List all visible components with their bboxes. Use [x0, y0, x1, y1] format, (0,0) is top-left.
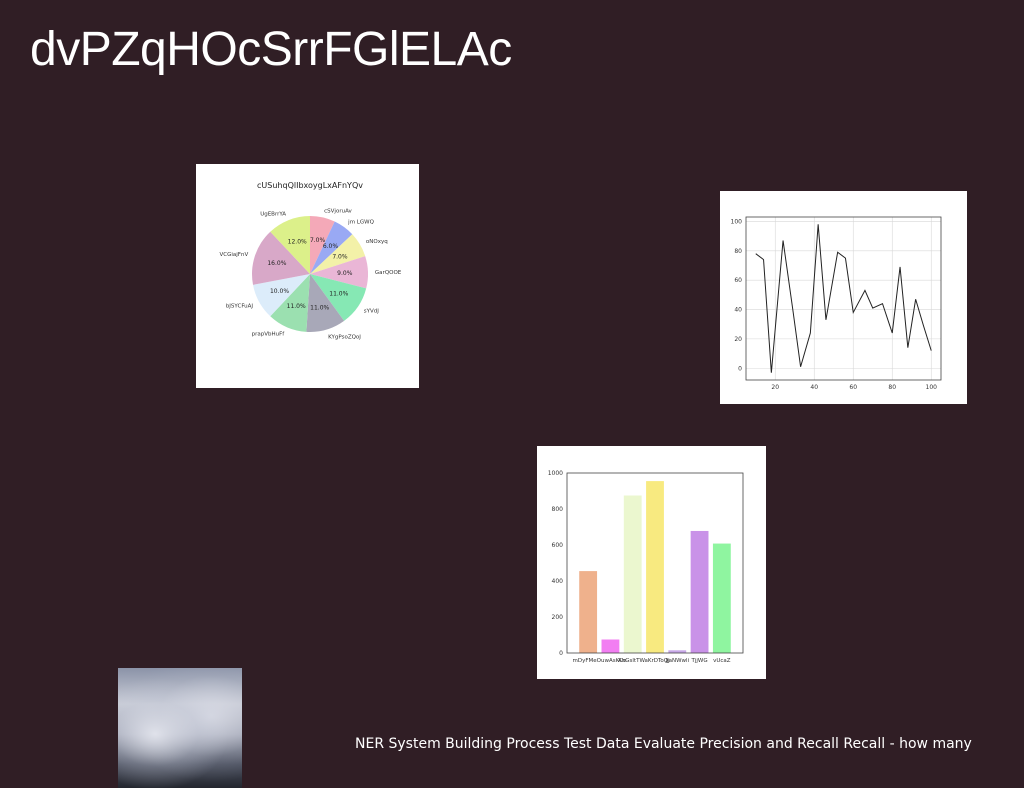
pie-chart: cUSuhqQlIbxoygLxAFnYQv 7.0%6.0%7.0%9.0%1… [220, 181, 402, 340]
bar [579, 571, 598, 653]
line-y-tick-label: 0 [738, 365, 742, 372]
pie-slice [310, 216, 335, 274]
line-y-tick-label: 40 [734, 307, 742, 314]
pie-slice-label: sYVdJ [364, 309, 379, 315]
pie-slice-label: GarQOOE [375, 270, 402, 276]
bar [623, 495, 642, 653]
bar-x-tick-label: JjaNWwli [664, 658, 689, 664]
pie-pct-label: 16.0% [267, 260, 286, 267]
pie-chart-panel: cUSuhqQlIbxoygLxAFnYQv 7.0% 6.0% 7.0% 9.0% 1… [196, 164, 419, 388]
slide-caption: NER System Building Process Test Data Ev… [355, 736, 972, 752]
line-x-tick-label: 60 [849, 384, 857, 391]
pie-pct-label: 12.0% [288, 239, 307, 246]
bar-y-tick-label: 0 [559, 650, 563, 657]
bar-chart-panel: 0 200 400 600 800 1000 mDyFMeOuwAsKCo AhGsltTW… [537, 446, 766, 679]
bar [690, 530, 709, 653]
line-chart-panel: 20 40 60 80 100 0 20 40 60 80 100 [720, 191, 967, 404]
line-chart-frame [745, 216, 942, 381]
pie-pct-label: 10.0% [270, 288, 289, 295]
pie-pct-label: 11.0% [287, 303, 306, 310]
line-x-tick-label: 40 [810, 384, 818, 391]
pie-slice-label: KYgPsoZQoJ [328, 334, 361, 340]
bar-x-tick-label: vUcaZ [713, 658, 731, 664]
line-y-tick-label: 80 [734, 248, 742, 255]
pie-slice [270, 274, 310, 332]
pie-slice-label: UgEBrrYA [260, 212, 286, 218]
pie-pct-label: 9.0% [337, 270, 353, 277]
pie-pct-label: 7.0% [332, 253, 348, 260]
pie-slice [253, 274, 310, 317]
pie-chart-title: cUSuhqQlIbxoygLxAFnYQv [257, 181, 363, 190]
pie-pct-label: 11.0% [329, 291, 348, 298]
pie-slice-label: VCGiajFnV [220, 252, 249, 258]
line-series [755, 224, 932, 373]
pie-slice-label: bJSYCFuAJ [226, 303, 254, 309]
line-y-tick-label: 100 [731, 218, 743, 225]
pie-slice [252, 231, 310, 285]
pie-pct-label: 7.0% [310, 237, 326, 244]
bar-x-tick-label: AhGsltTWaKrDToQj [618, 658, 670, 664]
line-x-tick-label: 20 [771, 384, 779, 391]
line-x-tick-label: 100 [926, 384, 938, 391]
bar [601, 639, 620, 653]
pie-slice-label: jm LGWQ [347, 219, 374, 225]
bar-chart-frame [566, 472, 744, 654]
pie-pct-label: 6.0% [323, 243, 339, 250]
line-x-tick-label: 80 [888, 384, 896, 391]
pie-slice [306, 274, 345, 332]
pie-slice [310, 234, 366, 274]
bar-x-tick-label: TjjWG [691, 658, 708, 664]
bar [668, 650, 687, 653]
bar-y-tick-label: 400 [552, 578, 564, 585]
bar-y-tick-label: 200 [552, 614, 564, 621]
line-chart: 20 40 60 80 100 0 20 40 60 80 100 [731, 216, 942, 391]
line-y-tick-label: 20 [734, 336, 742, 343]
bar-y-tick-label: 600 [552, 542, 564, 549]
sky-photo [118, 668, 242, 788]
bar-y-tick-label: 800 [552, 506, 564, 513]
slide-title: dvPZqHOcSrrFGlELAc [30, 23, 512, 76]
bar-chart: 0 200 400 600 800 1000 mDyFMeOuwAsKCoAhGsltTW… [548, 470, 744, 664]
pie-slice [270, 216, 310, 274]
pie-pct-label: 11.0% [310, 304, 329, 311]
bar-y-tick-label: 1000 [548, 470, 563, 477]
bar-x-tick-label: mDyFMeOuwAsKCo [572, 658, 626, 664]
line-y-tick-label: 60 [734, 277, 742, 284]
pie-slice [310, 256, 368, 289]
bar [712, 543, 731, 653]
pie-slice [310, 221, 353, 274]
bar [646, 481, 664, 653]
pie-slice [310, 274, 367, 321]
pie-slice-label: oNOxyq [366, 239, 388, 245]
pie-slice-label: cSVjoruAv [324, 209, 352, 215]
pie-slice-label: prapVbHuFf [252, 332, 286, 338]
